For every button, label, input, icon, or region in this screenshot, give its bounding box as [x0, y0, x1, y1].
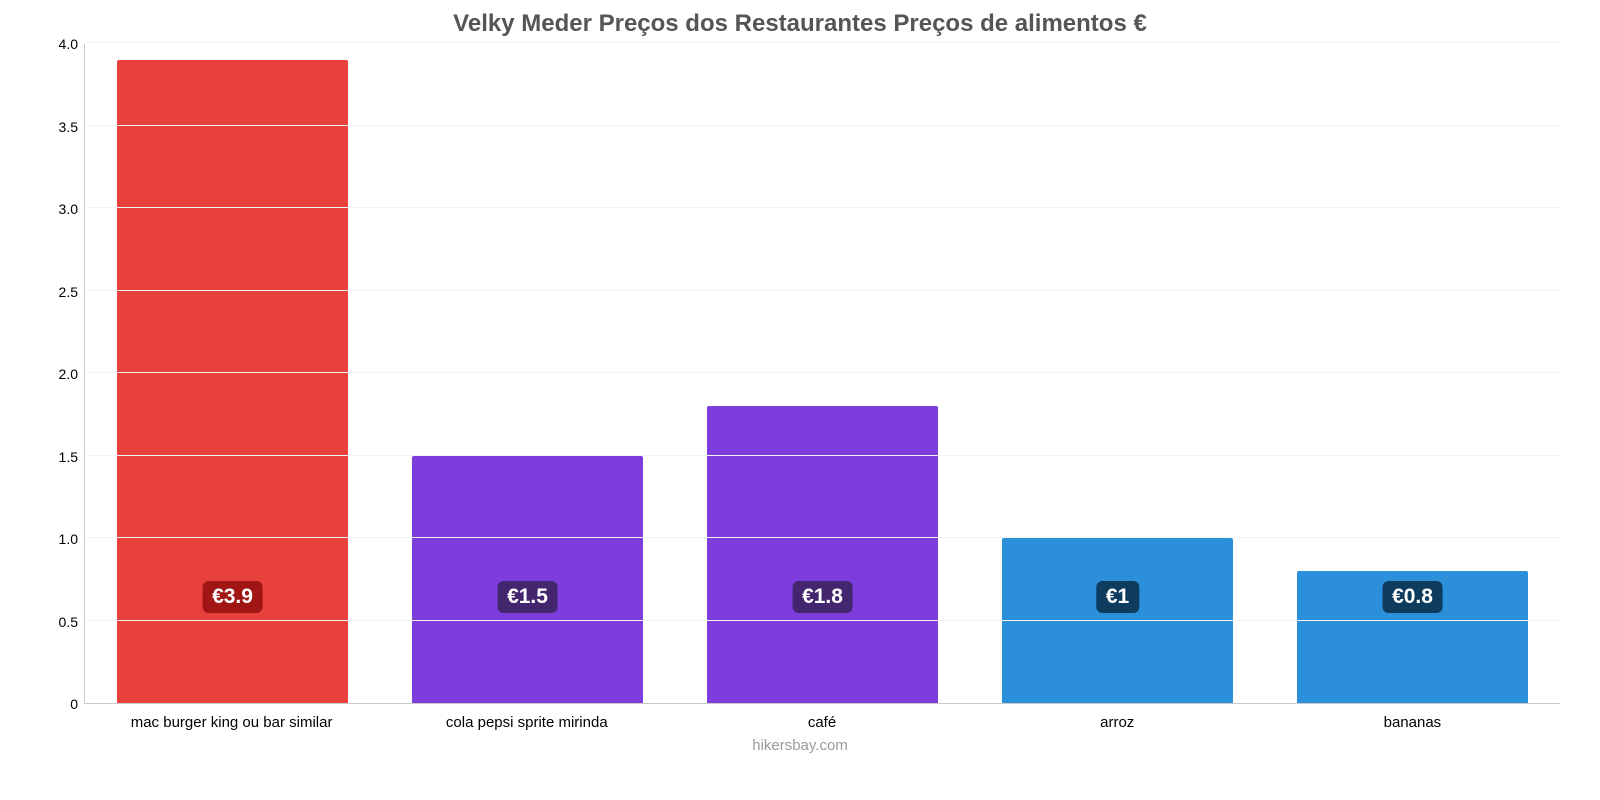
bar: €1: [1002, 538, 1232, 703]
grid-line: [85, 455, 1560, 456]
y-tick-label: 2.5: [59, 284, 78, 300]
bar-slot: €1.5: [380, 44, 675, 703]
value-badge: €1.5: [497, 581, 558, 613]
bar: €3.9: [117, 60, 347, 704]
value-badge: €0.8: [1382, 581, 1443, 613]
value-badge: €1: [1096, 581, 1139, 613]
chart-title: Velky Meder Preços dos Restaurantes Preç…: [40, 10, 1560, 38]
y-tick-label: 4.0: [59, 36, 78, 52]
bar: €1.5: [412, 456, 642, 704]
bar-slot: €3.9: [85, 44, 380, 703]
x-label: café: [674, 704, 969, 731]
y-tick-label: 3.0: [59, 201, 78, 217]
y-tick-label: 1.0: [59, 531, 78, 547]
plot-row: 00.51.01.52.02.53.03.54.0 €3.9€1.5€1.8€1…: [40, 44, 1560, 704]
y-tick-label: 1.5: [59, 449, 78, 465]
grid-line: [85, 620, 1560, 621]
price-bar-chart: Velky Meder Preços dos Restaurantes Preç…: [0, 0, 1600, 800]
bar-slot: €1: [970, 44, 1265, 703]
y-axis: 00.51.01.52.02.53.03.54.0: [40, 44, 84, 704]
y-tick-label: 2.0: [59, 366, 78, 382]
grid-line: [85, 207, 1560, 208]
x-label: bananas: [1265, 704, 1560, 731]
x-label: mac burger king ou bar similar: [84, 704, 379, 731]
bar: €1.8: [707, 406, 937, 703]
y-tick-label: 0.5: [59, 614, 78, 630]
bar-slot: €0.8: [1265, 44, 1560, 703]
x-label: arroz: [970, 704, 1265, 731]
value-badge: €1.8: [792, 581, 853, 613]
bars-container: €3.9 €1.5 €1.8 €1 €0.8: [85, 44, 1560, 703]
y-tick-label: 3.5: [59, 119, 78, 135]
bar-slot: €1.8: [675, 44, 970, 703]
grid-line: [85, 42, 1560, 43]
grid-line: [85, 290, 1560, 291]
x-label: cola pepsi sprite mirinda: [379, 704, 674, 731]
grid-line: [85, 537, 1560, 538]
plot-area: €3.9 €1.5 €1.8 €1 €0.8: [84, 44, 1560, 704]
y-tick-label: 0: [70, 696, 78, 712]
bar: €0.8: [1297, 571, 1527, 703]
chart-footer: hikersbay.com: [40, 737, 1560, 754]
grid-line: [85, 372, 1560, 373]
grid-line: [85, 125, 1560, 126]
value-badge: €3.9: [202, 581, 263, 613]
x-axis: mac burger king ou bar similarcola pepsi…: [84, 704, 1560, 731]
